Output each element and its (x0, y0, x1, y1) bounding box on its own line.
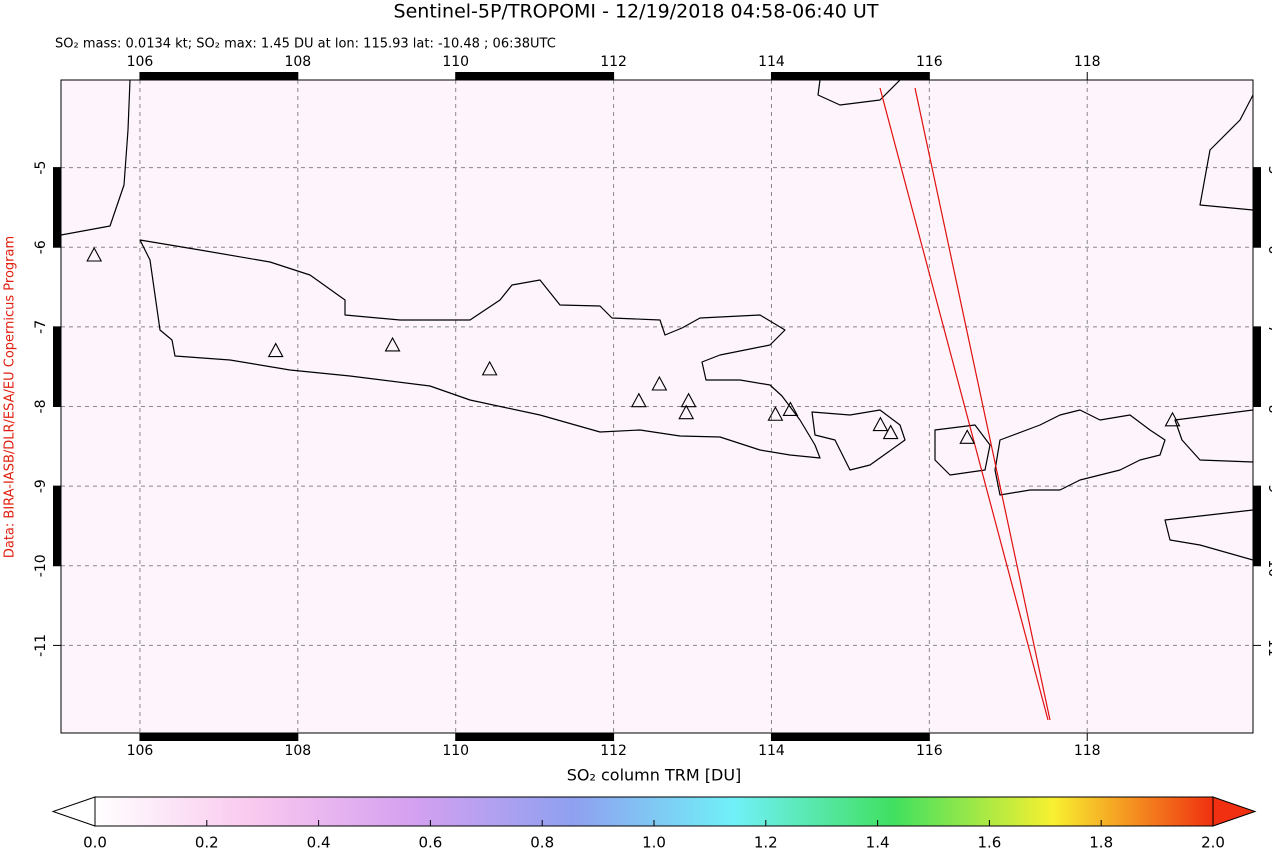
frame-bar (53, 167, 61, 248)
frame-bar (139, 72, 298, 80)
colorbar-under (51, 796, 96, 827)
chart-title: Sentinel-5P/TROPOMI - 12/19/2018 04:58-0… (394, 1, 879, 23)
swath-edge (914, 87, 1051, 721)
x-tick-label: 108 (284, 743, 311, 759)
volcano-marker (1164, 411, 1181, 427)
y-tick-label: -10 (33, 554, 49, 577)
volcano-marker (267, 342, 284, 358)
coastlines (61, 80, 1253, 721)
colorbar-over (1212, 796, 1257, 827)
x-tick-label: 116 (916, 54, 943, 70)
borneo-coast (817, 80, 901, 106)
x-tick-label: 114 (758, 54, 785, 70)
frame-bar (1253, 326, 1261, 407)
volcano-marker (481, 360, 498, 376)
volcano-marker (630, 392, 647, 408)
sumatra-coast (61, 80, 131, 236)
chart-subtitle: SO₂ mass: 0.0134 kt; SO₂ max: 1.45 DU at… (55, 37, 556, 52)
x-tick-label: 114 (758, 743, 785, 759)
colorbar-tick-label: 0.6 (418, 834, 442, 852)
volcano-marker (872, 416, 889, 432)
volcano-marker (678, 404, 695, 420)
y-tick-label: -9 (1265, 479, 1272, 493)
y-tick-label: -10 (1265, 554, 1272, 577)
volcano-marker (767, 406, 784, 421)
sulawesi-coast (1199, 94, 1253, 211)
y-tick-label: -7 (1265, 320, 1272, 334)
y-tick-label: -5 (33, 161, 49, 175)
x-tick-label: 112 (600, 54, 627, 70)
colorbar-tick-label: 0.8 (530, 834, 554, 852)
volcano-marker (680, 392, 697, 408)
frame-bar (1253, 486, 1261, 566)
y-tick-label: -8 (1265, 400, 1272, 414)
frame-bar (53, 486, 61, 566)
frame-bar (455, 733, 614, 741)
sumbawa-coast (994, 409, 1166, 496)
volcano-marker (959, 429, 976, 444)
flores-coast (1174, 409, 1253, 463)
colorbar-tick-label: 0.2 (195, 834, 219, 852)
volcano-marker (882, 424, 899, 440)
colorbar-tick-label: 1.6 (977, 834, 1001, 852)
colorbar-tick-label: 1.4 (866, 834, 890, 852)
frame-bar (771, 733, 930, 741)
credit: Data: BIRA-IASB/DLR/ESA/EU Copernicus Pr… (3, 236, 18, 558)
colorbar-tick-label: 1.0 (642, 834, 666, 852)
x-tick-label: 108 (284, 54, 311, 70)
colorbar-tick-label: 1.2 (754, 834, 778, 852)
y-tick-label: -6 (33, 240, 49, 254)
volcano-marker (782, 401, 799, 417)
frame-bar (771, 72, 930, 80)
volcano-marker (86, 246, 103, 262)
x-tick-label: 106 (127, 743, 154, 759)
x-tick-label: 110 (442, 54, 469, 70)
x-tick-label: 116 (916, 743, 943, 759)
frame-bar (455, 72, 614, 80)
colorbar-tick-label: 0.0 (83, 834, 107, 852)
y-tick-label: -6 (1265, 240, 1272, 254)
x-tick-label: 118 (1074, 54, 1101, 70)
sumba-coast (1164, 509, 1253, 561)
x-tick-label: 106 (127, 54, 154, 70)
y-tick-label: -9 (33, 479, 49, 493)
volcano-marker (384, 336, 401, 352)
frame-bar (1253, 167, 1261, 248)
y-tick-label: -5 (1265, 161, 1272, 175)
frame-bar (53, 326, 61, 407)
colorbar-label: SO₂ column TRM [DU] (567, 766, 742, 785)
colorbar-tick-label: 2.0 (1201, 834, 1225, 852)
volcano-marker (651, 375, 668, 391)
y-tick-label: -11 (1265, 634, 1272, 657)
y-tick-label: -8 (33, 400, 49, 414)
bali-coast (811, 409, 906, 471)
colorbar-tick-label: 1.8 (1089, 834, 1113, 852)
colorbar-tick-label: 0.4 (307, 834, 331, 852)
lombok-coast (934, 424, 991, 476)
x-tick-label: 118 (1074, 743, 1101, 759)
java-coast (139, 239, 821, 459)
swath-edge (879, 87, 1049, 721)
x-tick-label: 112 (600, 743, 627, 759)
y-tick-label: -7 (33, 320, 49, 334)
frame-bar (139, 733, 298, 741)
x-tick-label: 110 (442, 743, 469, 759)
y-tick-label: -11 (33, 634, 49, 657)
